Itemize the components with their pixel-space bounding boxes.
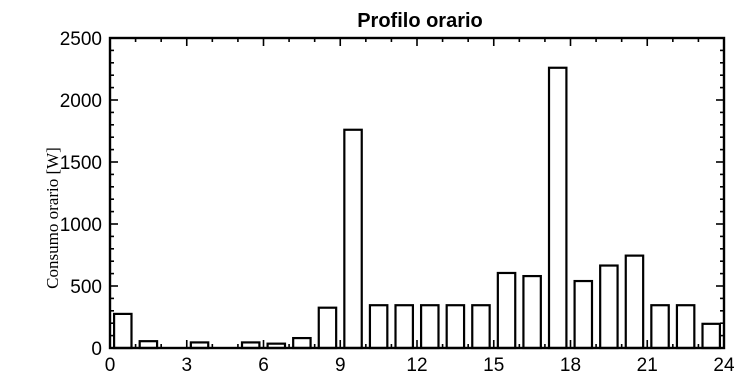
bar <box>445 304 466 350</box>
bar <box>573 279 594 350</box>
bar <box>368 304 389 350</box>
bar <box>624 254 645 350</box>
bar <box>675 304 696 350</box>
y-tick-label: 500 <box>70 277 102 298</box>
tick-labels-group: 0 3 6 9 12 15 18 21 24 0 500 1000 1500 2000 2500 <box>60 29 735 376</box>
bar <box>317 306 338 350</box>
bar <box>112 312 133 350</box>
bar <box>496 271 517 350</box>
y-tick-label: 1000 <box>60 215 102 236</box>
x-tick-label: 18 <box>560 355 581 376</box>
x-tick-label: 6 <box>258 355 269 376</box>
y-tick-label: 2500 <box>60 29 102 50</box>
y-tick-label: 2000 <box>60 91 102 112</box>
y-axis-label: Consumo orario [W] <box>43 147 62 289</box>
bar <box>650 304 670 350</box>
x-tick-label: 15 <box>483 355 504 376</box>
bar <box>292 336 312 350</box>
bar <box>599 264 619 350</box>
bar <box>394 304 415 350</box>
plot-frame <box>108 36 726 350</box>
bar <box>547 66 568 350</box>
bar <box>343 128 363 350</box>
y-tick-label: 0 <box>91 339 102 360</box>
bar <box>522 274 542 350</box>
x-tick-label: 24 <box>713 355 735 376</box>
x-tick-label: 12 <box>406 355 427 376</box>
x-tick-label: 9 <box>335 355 346 376</box>
bar <box>471 304 491 350</box>
bar <box>419 304 440 350</box>
bar <box>701 322 722 350</box>
x-tick-label: 3 <box>181 355 192 376</box>
y-tick-label: 1500 <box>60 153 102 174</box>
chart-title: Profilo orario <box>357 10 483 32</box>
x-tick-label: 0 <box>105 355 116 376</box>
bars-group <box>112 66 722 350</box>
x-tick-label: 21 <box>637 355 658 376</box>
